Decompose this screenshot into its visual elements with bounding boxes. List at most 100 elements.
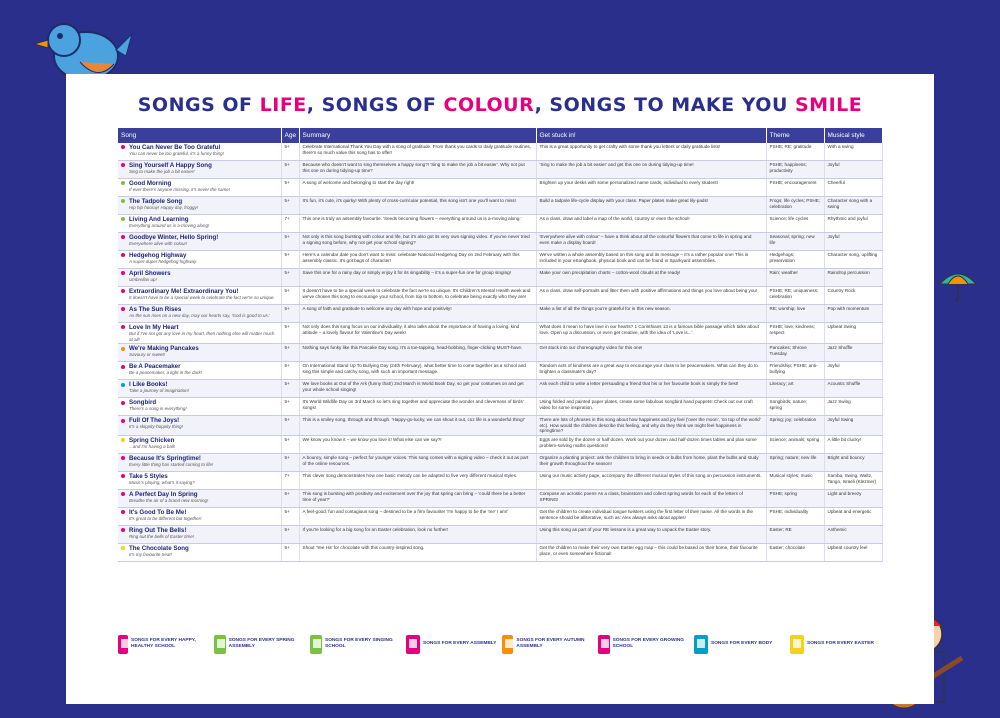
song-cell: Goodbye Winter, Hello Spring! Everywhere … <box>118 232 282 251</box>
song-lyric: Take a journey of imagination! <box>129 388 189 394</box>
theme-cell: PSHE; RE; uniqueness; celebration <box>766 286 825 305</box>
song-lyric: ...and I'm having a ball! <box>129 443 176 449</box>
table-row: Love In My Heart But if I've not got any … <box>118 322 883 345</box>
get-stuck-in-cell: Make your own precipitation charts – cot… <box>536 268 767 287</box>
song-title: Sing Yourself A Happy Song <box>121 162 278 169</box>
song-title: We're Making Pancakes <box>121 345 278 352</box>
songbook-legend: SONGS FOR EVERY HAPPY, HEALTHY SCHOOL SON… <box>118 627 882 661</box>
age-cell: 5+ <box>281 525 300 544</box>
song-title: Full Of The Joys! <box>121 417 278 424</box>
song-cell: You Can Never Be Too Grateful You can nev… <box>118 143 282 161</box>
get-stuck-in-cell: As a class, draw and label a map of the … <box>536 214 767 233</box>
legend-item: SONGS FOR EVERY SINGING SCHOOL <box>310 627 402 661</box>
song-lyric: Be a peacemaker, a light in the dark! <box>129 370 203 376</box>
legend-label: SONGS FOR EVERY SINGING SCHOOL <box>325 638 393 649</box>
theme-cell: Spring; nature; new life <box>766 453 825 472</box>
table-header-row: Song Age Summary Get stuck in! Theme Mus… <box>118 128 883 143</box>
song-title: Be A Peacemaker <box>121 363 278 370</box>
musical-style-cell: Character song with a swing <box>824 196 883 215</box>
songbook-icon <box>406 634 420 654</box>
get-stuck-in-cell: As a class, draw self-portraits and litt… <box>536 286 767 305</box>
musical-style-cell: Bright and bouncy <box>824 453 883 472</box>
age-cell: 5+ <box>281 343 300 363</box>
song-title: It's Good To Be Me! <box>121 509 278 516</box>
musical-style-cell: Joyful <box>824 232 883 251</box>
theme-cell: PSHE; RE; gratitude <box>766 143 825 161</box>
song-cell: Love In My Heart But if I've not got any … <box>118 322 282 345</box>
table-row: Be A Peacemaker Be a peacemaker, a light … <box>118 361 883 381</box>
age-cell: 5+ <box>281 143 300 161</box>
summary-cell: Save this one for a rainy day or simply … <box>299 268 537 287</box>
song-lyric: Everywhere alive with colour! <box>129 241 188 246</box>
musical-style-cell: Raindrop percussion <box>824 268 883 287</box>
song-title: Hedgehog Highway <box>121 252 278 259</box>
song-title: The Chocolate Song <box>121 545 278 552</box>
table-row: Extraordinary Me! Extraordinary You! It d… <box>118 286 883 305</box>
song-lyric: Savoury or sweet! <box>129 352 166 358</box>
age-cell: 7+ <box>281 214 300 233</box>
age-cell: 5+ <box>281 196 300 215</box>
theme-cell: Frogs; life cycles; PSHE; celebration <box>766 196 825 215</box>
song-title: Because It's Springtime! <box>121 455 278 462</box>
table-row: As The Sun Rises As the sun rises on a ne… <box>118 304 883 323</box>
songbook-icon <box>310 634 323 654</box>
legend-item: SONGS FOR EVERY BODY <box>694 627 786 661</box>
age-cell: 5+ <box>281 361 300 381</box>
age-cell: 5+ <box>281 286 300 305</box>
table-row: Because It's Springtime! Every little thi… <box>118 453 883 472</box>
song-lyric: It's great to be different but together! <box>129 515 202 521</box>
song-lyric: Sing to make the job a bit easier! <box>129 169 195 174</box>
get-stuck-in-cell: This is a great opportunity to get craft… <box>536 143 767 161</box>
age-cell: 5+ <box>281 322 300 345</box>
summary-cell: Shout 'Yee Ha' for chocolate with this c… <box>299 543 537 562</box>
legend-label: SONGS FOR EVERY AUTUMN ASSEMBLY <box>516 638 585 649</box>
legend-label: SONGS FOR EVERY HAPPY, HEALTHY SCHOOL <box>131 638 196 649</box>
song-lyric: Every little thing has started coming to… <box>129 461 214 467</box>
title-colour: COLOUR <box>443 94 535 116</box>
musical-style-cell: Rhythmic and joyful <box>824 214 883 233</box>
age-cell: 5+ <box>281 178 300 197</box>
age-cell: 5+ <box>281 250 300 269</box>
musical-style-cell: Jazz Shuffle <box>824 343 883 363</box>
legend-label: SONGS FOR EVERY BODY <box>711 641 773 646</box>
age-cell: 5+ <box>281 489 300 508</box>
musical-style-cell: Jazz Swing <box>824 397 883 417</box>
song-title: Songbird <box>121 399 278 406</box>
get-stuck-in-cell: There are lots of phrases in this song a… <box>536 415 767 436</box>
song-lyric: Everything around us is a-moving along! <box>129 223 210 228</box>
theme-cell: Rain; weather <box>766 268 825 287</box>
songbook-icon <box>502 634 514 654</box>
summary-cell: It's World Wildlife Day on 3rd March so … <box>299 397 537 417</box>
song-title: A Perfect Day In Spring <box>121 491 278 498</box>
song-title: I Like Books! <box>121 381 278 388</box>
theme-cell: Musical styles; music <box>766 471 825 490</box>
summary-cell: A song of welcome and belonging to start… <box>299 178 537 197</box>
song-cell: We're Making Pancakes Savoury or sweet! <box>118 343 282 363</box>
songbook-icon <box>214 634 226 654</box>
umbrella-doodle <box>938 273 978 302</box>
song-cell: Songbird There's a song in everything! <box>118 397 282 417</box>
summary-cell: We know you know it – we know you love i… <box>299 435 537 454</box>
summary-cell: We love books at Out of the Ark (funny t… <box>299 379 537 399</box>
table-row: Living And Learning Everything around us … <box>118 214 883 233</box>
song-cell: The Chocolate Song It's my favourite trea… <box>118 543 282 562</box>
song-cell: Sing Yourself A Happy Song Sing to make t… <box>118 160 282 179</box>
get-stuck-in-cell: 'Sing to make the job a bit easier' and … <box>536 160 767 179</box>
theme-cell: RE; worship; love <box>766 304 825 323</box>
age-cell: 5+ <box>281 160 300 179</box>
song-cell: Extraordinary Me! Extraordinary You! It d… <box>118 286 282 305</box>
legend-item: SONGS FOR EVERY ASSEMBLY <box>406 627 498 661</box>
table-row: April Showers Umbrellas up! 5+ Save this on… <box>118 268 883 287</box>
musical-style-cell: Samba, Swing, Waltz, Tango, Israeli (Kle… <box>824 471 883 490</box>
song-lyric: It's my favourite treat! <box>129 551 172 557</box>
legend-label: SONGS FOR EVERY ASSEMBLY <box>423 641 497 646</box>
musical-style-cell: Cheerful <box>824 178 883 197</box>
song-cell: Ring Out The Bells! Ring out the bells of… <box>118 525 282 544</box>
musical-style-cell: Anthemic <box>824 525 883 544</box>
song-lyric: But if I've not got any love in my heart… <box>129 331 275 342</box>
song-cell: Good Morning If ever there's anyone missi… <box>118 178 282 197</box>
song-title: Spring Chicken <box>121 437 278 444</box>
song-cell: A Perfect Day In Spring Breathe the air o… <box>118 489 282 508</box>
summary-cell: A song of faith and gratitude to welcome… <box>299 304 537 323</box>
header-musical-style: Musical style <box>824 128 883 143</box>
